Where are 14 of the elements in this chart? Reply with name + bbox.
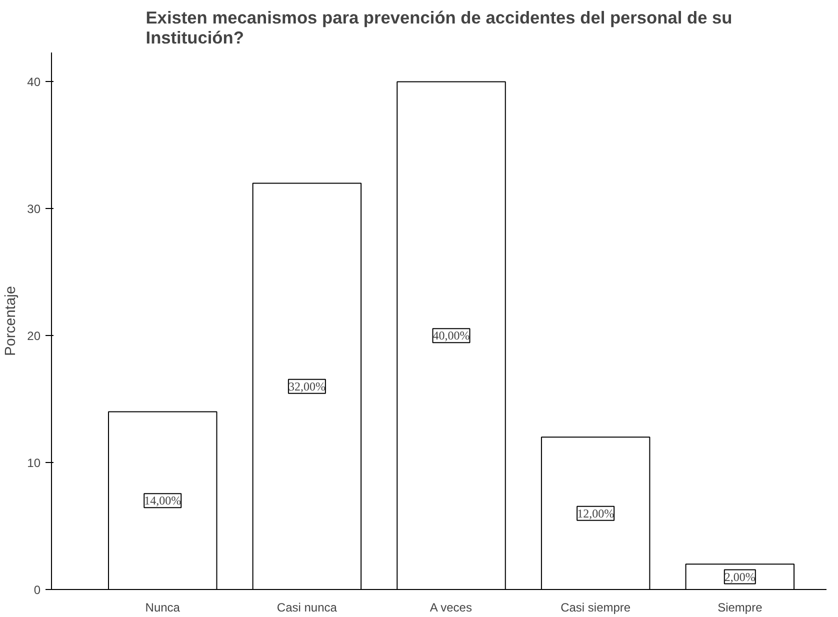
x-tick-label: Siempre: [718, 600, 763, 614]
x-tick-label: A veces: [430, 600, 472, 614]
data-label: 32,00%: [288, 379, 326, 394]
chart-title: Existen mecanismos para prevención de accidentes del personal de su Institución?: [146, 8, 732, 48]
y-axis-title: Porcentaje: [3, 286, 20, 356]
y-tick-label: 40: [27, 75, 41, 90]
y-tick-label: 30: [27, 202, 41, 216]
x-tick-label: Casi siempre: [560, 600, 631, 614]
x-tick-label: Casi nunca: [276, 600, 338, 614]
y-tick-label: 20: [27, 329, 41, 344]
x-tick-label: Nunca: [145, 600, 180, 614]
data-label: 14,00%: [144, 494, 182, 508]
y-tick-label: 0: [34, 583, 41, 597]
y-tick-label: 10: [27, 456, 41, 470]
